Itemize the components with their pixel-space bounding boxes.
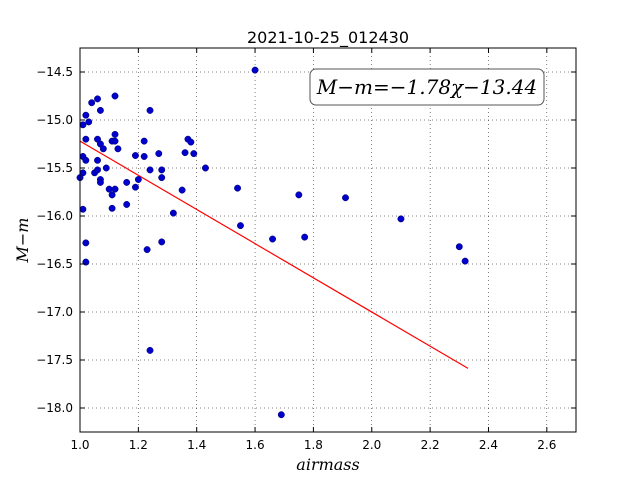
y-tick-label: −17.0	[36, 305, 73, 319]
data-point	[82, 239, 90, 247]
data-point	[181, 149, 189, 157]
data-point	[342, 194, 349, 202]
data-point	[82, 111, 90, 119]
data-point	[237, 222, 244, 230]
fit-line	[79, 140, 469, 369]
data-point	[158, 166, 166, 174]
data-point	[190, 150, 198, 158]
data-point	[114, 145, 122, 153]
data-point	[134, 176, 142, 183]
x-tick-label: 2.2	[421, 438, 440, 452]
data-point	[108, 204, 116, 212]
plot-frame	[79, 47, 577, 433]
data-point	[146, 346, 154, 354]
data-point	[99, 145, 107, 153]
y-tick-label: −17.5	[36, 353, 73, 367]
data-point	[82, 135, 90, 143]
data-point	[158, 238, 166, 246]
data-point	[96, 106, 104, 114]
data-point	[111, 137, 119, 145]
data-point	[111, 130, 119, 138]
data-point	[251, 66, 259, 74]
data-point	[85, 118, 93, 126]
data-point	[131, 152, 139, 159]
x-tick-label: 1.0	[70, 438, 89, 452]
data-point	[146, 106, 154, 114]
x-tick-label: 1.4	[187, 438, 206, 452]
fit-annotation-frame	[309, 68, 545, 106]
data-point	[94, 166, 101, 174]
y-tick-label: −15.5	[36, 161, 73, 175]
data-point	[295, 191, 303, 199]
y-tick-label: −16.5	[36, 257, 73, 271]
data-point	[111, 92, 119, 100]
data-point	[82, 156, 90, 164]
data-point	[111, 185, 119, 193]
data-point	[96, 178, 104, 186]
data-point	[455, 243, 463, 251]
data-point	[94, 95, 101, 103]
data-point	[102, 164, 110, 172]
data-point	[108, 191, 116, 199]
data-point	[234, 184, 242, 192]
data-point	[461, 257, 469, 265]
data-point	[79, 121, 87, 129]
x-tick-labels: 1.0 1.2 1.4 1.6 1.8 2.0 2.2 2.4 2.6	[70, 438, 556, 452]
y-tick-labels: −14.5 −15.0 −15.5 −16.0 −16.5 −17.0 −17.5 −18.0	[36, 65, 73, 415]
data-point	[123, 178, 131, 186]
x-tick-label: 2.6	[537, 438, 556, 452]
data-point	[88, 99, 96, 107]
data-points	[76, 66, 469, 419]
data-point	[158, 174, 166, 182]
fit-annotation: M−m=−1.78χ−13.44	[316, 75, 537, 99]
y-tick-label: −15.0	[36, 113, 73, 127]
data-point	[79, 205, 87, 213]
x-tick-label: 2.4	[479, 438, 498, 452]
data-point	[140, 137, 148, 145]
data-point	[143, 246, 151, 254]
data-point	[269, 235, 277, 243]
fit-line-layer	[79, 140, 469, 369]
x-tick-label: 2.0	[362, 438, 381, 452]
y-axis-label: M−m	[13, 218, 32, 264]
data-point	[397, 215, 405, 223]
data-point	[187, 138, 195, 146]
data-point	[146, 166, 154, 174]
data-point	[178, 186, 186, 194]
data-point	[123, 201, 131, 208]
data-point	[155, 150, 163, 158]
data-point	[277, 411, 285, 419]
data-point	[301, 233, 309, 241]
data-point	[140, 153, 148, 160]
fit-annotation-box: M−m=−1.78χ−13.44	[309, 68, 545, 106]
data-point	[79, 169, 87, 177]
data-point	[105, 185, 113, 193]
y-tick-label: −18.0	[36, 401, 73, 415]
x-tick-label: 1.6	[246, 438, 265, 452]
data-point	[169, 209, 177, 217]
data-point	[94, 156, 101, 164]
axis-ticks	[79, 48, 576, 432]
x-tick-label: 1.2	[129, 438, 148, 452]
data-point	[202, 164, 209, 172]
y-tick-label: −14.5	[36, 65, 73, 79]
grid	[79, 48, 576, 432]
chart-title: 2021-10-25_012430	[247, 28, 409, 48]
x-axis-label: airmass	[296, 455, 359, 474]
y-tick-label: −16.0	[36, 209, 73, 223]
data-point	[131, 183, 139, 191]
x-tick-label: 1.8	[304, 438, 323, 452]
